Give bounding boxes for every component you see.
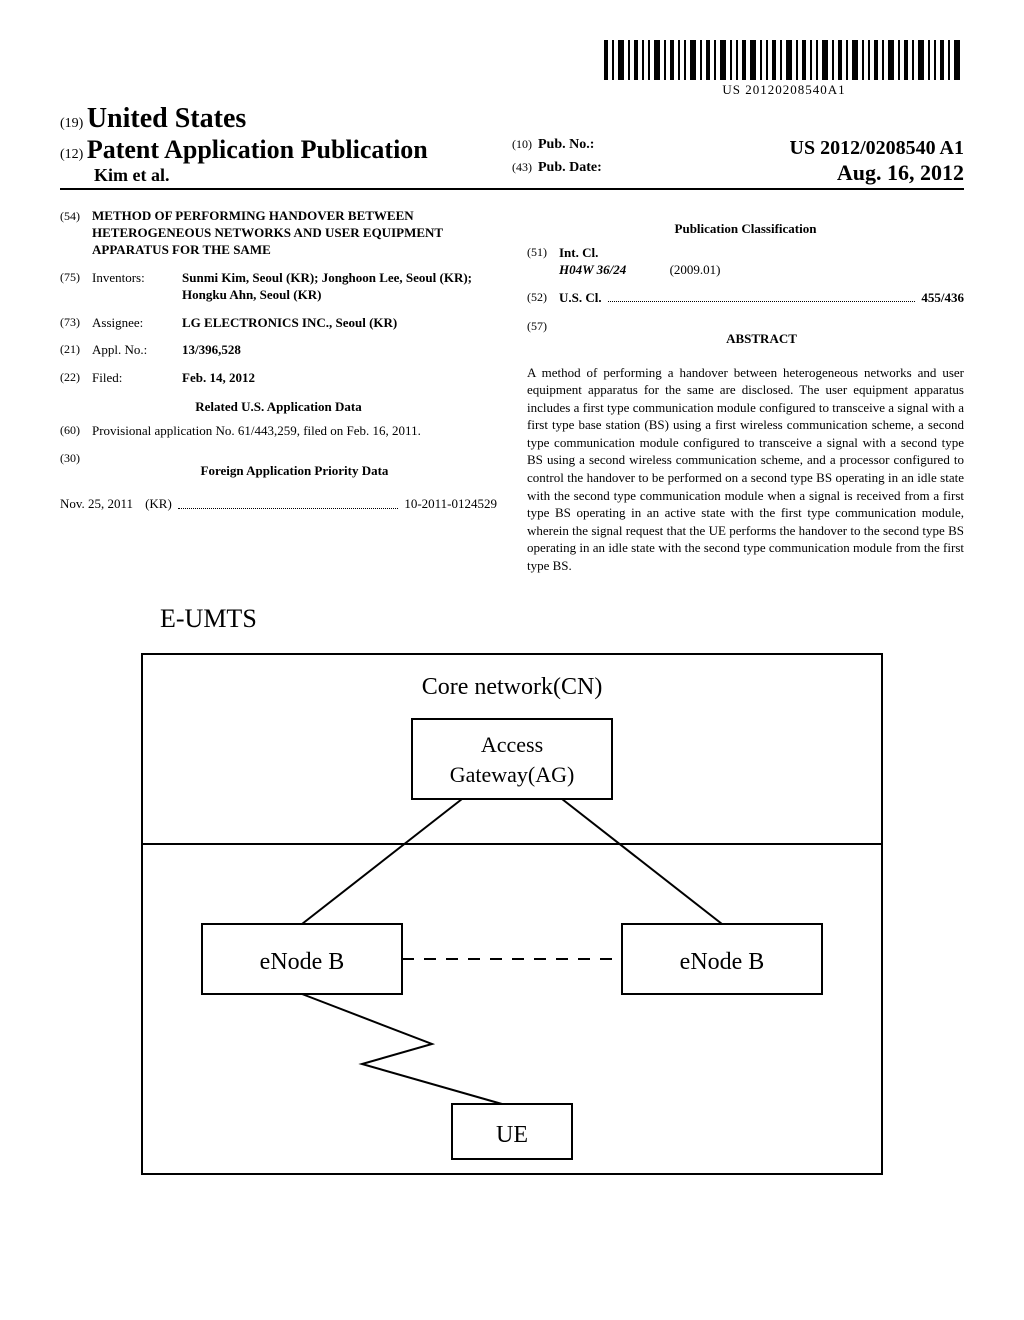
title-code: (54) <box>60 208 92 259</box>
uscl-code: (52) <box>527 289 559 307</box>
pubdate-line: (43) Pub. Date: Aug. 16, 2012 <box>512 160 964 186</box>
header-right: (10) Pub. No.: US 2012/0208540 A1 (43) P… <box>512 137 964 186</box>
ag-label-1: Access <box>481 732 543 757</box>
barcode-number: US 20120208540A1 <box>604 82 964 98</box>
foreign-header: Foreign Application Priority Data <box>92 462 497 480</box>
foreign-hdr-row: (30) Foreign Application Priority Data <box>60 450 497 486</box>
filed-label: Filed: <box>92 369 182 387</box>
authors: Kim et al. <box>94 165 512 186</box>
header: (19) United States (12) Patent Applicati… <box>60 103 964 190</box>
foreign-number: 10-2011-0124529 <box>404 495 497 513</box>
intcl-date: (2009.01) <box>670 262 721 277</box>
pubno-value: US 2012/0208540 A1 <box>790 137 964 160</box>
abstract-code: (57) <box>527 318 559 354</box>
abstract-hdr-row: (57) ABSTRACT <box>527 318 964 354</box>
classification-header: Publication Classification <box>527 220 964 238</box>
barcode: US 20120208540A1 <box>604 40 964 98</box>
inventors-label: Inventors: <box>92 269 182 304</box>
applno-row: (21) Appl. No.: 13/396,528 <box>60 341 497 359</box>
intcl-content: Int. Cl. H04W 36/24 (2009.01) <box>559 244 964 279</box>
ag-enb2-line <box>562 799 722 924</box>
country-code: (19) <box>60 116 83 131</box>
intcl-code: (51) <box>527 244 559 279</box>
title-row: (54) METHOD OF PERFORMING HANDOVER BETWE… <box>60 208 497 259</box>
network-diagram: Core network(CN) Access Gateway(AG) eNod… <box>132 644 892 1184</box>
inventors-code: (75) <box>60 269 92 304</box>
pubdate-value: Aug. 16, 2012 <box>837 160 964 186</box>
inventors-value: Sunmi Kim, Seoul (KR); Jonghoon Lee, Seo… <box>182 269 497 304</box>
pubdate-code: (43) <box>512 160 532 186</box>
filed-value: Feb. 14, 2012 <box>182 369 497 387</box>
pubno-code: (10) <box>512 137 532 160</box>
biblio-columns: (54) METHOD OF PERFORMING HANDOVER BETWE… <box>60 208 964 574</box>
provisional-text: Provisional application No. 61/443,259, … <box>92 422 497 440</box>
intcl-class: H04W 36/24 <box>559 262 626 277</box>
applno-value: 13/396,528 <box>182 341 497 359</box>
pub-type: Patent Application Publication <box>87 135 428 164</box>
header-left: (19) United States (12) Patent Applicati… <box>60 103 512 186</box>
filed-code: (22) <box>60 369 92 387</box>
pubno-line: (10) Pub. No.: US 2012/0208540 A1 <box>512 137 964 160</box>
foreign-code: (30) <box>60 450 92 486</box>
provisional-code: (60) <box>60 422 92 440</box>
provisional-row: (60) Provisional application No. 61/443,… <box>60 422 497 440</box>
pubdate-label: Pub. Date: <box>538 160 602 186</box>
assignee-value: LG ELECTRONICS INC., Seoul (KR) <box>182 314 497 332</box>
barcode-region: US 20120208540A1 <box>60 40 964 99</box>
cn-label: Core network(CN) <box>422 674 603 700</box>
applno-code: (21) <box>60 341 92 359</box>
left-column: (54) METHOD OF PERFORMING HANDOVER BETWE… <box>60 208 497 574</box>
abstract-header: ABSTRACT <box>559 330 964 348</box>
uscl-label: U.S. Cl. <box>559 289 602 307</box>
uscl-value: 455/436 <box>921 289 964 307</box>
pub-type-code: (12) <box>60 147 83 162</box>
ag-enb1-line <box>302 799 462 924</box>
assignee-label: Assignee: <box>92 314 182 332</box>
diagram-title: E-UMTS <box>160 604 964 634</box>
intcl-label: Int. Cl. <box>559 244 964 262</box>
inventors-row: (75) Inventors: Sunmi Kim, Seoul (KR); J… <box>60 269 497 304</box>
intcl-row: (51) Int. Cl. H04W 36/24 (2009.01) <box>527 244 964 279</box>
foreign-date: Nov. 25, 2011 <box>60 495 133 513</box>
assignee-row: (73) Assignee: LG ELECTRONICS INC., Seou… <box>60 314 497 332</box>
wireless-link <box>302 994 502 1104</box>
filed-row: (22) Filed: Feb. 14, 2012 <box>60 369 497 387</box>
intcl-class-line: H04W 36/24 (2009.01) <box>559 261 964 279</box>
right-column: Publication Classification (51) Int. Cl.… <box>527 208 964 574</box>
abstract-text: A method of performing a handover betwee… <box>527 364 964 575</box>
uscl-content: U.S. Cl. 455/436 <box>559 289 964 307</box>
pub-type-line: (12) Patent Application Publication <box>60 135 512 165</box>
enodeb-left-label: eNode B <box>260 949 345 975</box>
uscl-row: (52) U.S. Cl. 455/436 <box>527 289 964 307</box>
dots <box>178 495 399 509</box>
applno-label: Appl. No.: <box>92 341 182 359</box>
dots <box>608 289 916 303</box>
ag-box <box>412 719 612 799</box>
barcode-svg <box>604 40 964 80</box>
diagram-region: E-UMTS Core network(CN) Access Gateway(A… <box>60 604 964 1184</box>
ue-label: UE <box>496 1122 528 1148</box>
pubno-label: Pub. No.: <box>538 137 594 160</box>
ag-label-2: Gateway(AG) <box>450 762 575 787</box>
invention-title: METHOD OF PERFORMING HANDOVER BETWEEN HE… <box>92 208 497 259</box>
related-header: Related U.S. Application Data <box>60 398 497 416</box>
assignee-code: (73) <box>60 314 92 332</box>
foreign-priority-row: Nov. 25, 2011 (KR) 10-2011-0124529 <box>60 495 497 513</box>
country-line: (19) United States <box>60 103 512 135</box>
enodeb-right-label: eNode B <box>680 949 765 975</box>
foreign-country: (KR) <box>145 495 172 513</box>
country-name: United States <box>87 103 246 134</box>
